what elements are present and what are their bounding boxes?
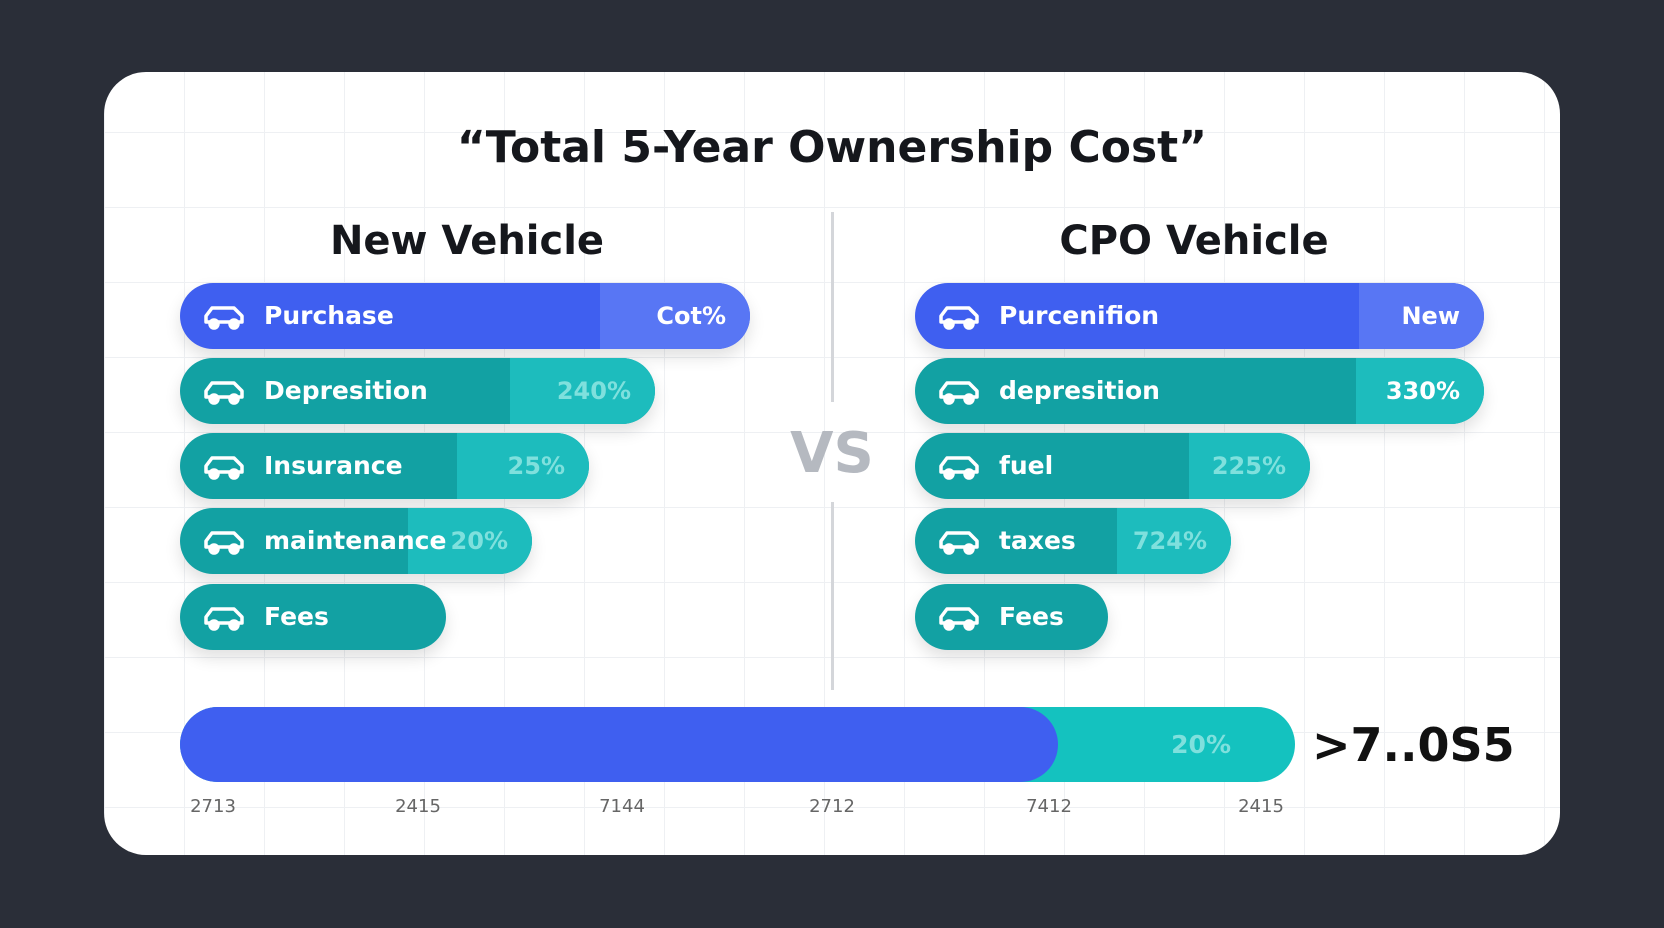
divider <box>831 502 834 690</box>
title: “Total 5-Year Ownership Cost” <box>456 122 1208 173</box>
icon <box>939 607 979 631</box>
bar-segment <box>510 358 655 424</box>
panel-heading: New Vehicle <box>329 218 605 264</box>
bar-segment <box>1117 508 1231 574</box>
cost-bar: Purchase Cot% <box>180 283 750 349</box>
total-bar-fill <box>180 707 1058 782</box>
icon <box>204 456 244 480</box>
bar-value: 25% <box>507 452 565 480</box>
total-bar: 20% <box>180 707 1295 782</box>
axis-label: 2713 <box>190 796 236 817</box>
cost-bar: Fees <box>915 584 1108 650</box>
icon <box>939 456 979 480</box>
bar-label: Insurance <box>264 451 403 480</box>
bar-label: Depresition <box>264 376 428 405</box>
bar-value: 225% <box>1211 452 1286 480</box>
bar-label: Fees <box>264 602 329 631</box>
bar-label: taxes <box>999 526 1076 555</box>
icon <box>204 607 244 631</box>
bar-segment <box>1189 433 1310 499</box>
total-result: >7..0S5 <box>1312 718 1515 772</box>
axis-label: 7412 <box>1026 796 1072 817</box>
cost-bar: Fees <box>180 584 446 650</box>
icon <box>204 306 244 330</box>
divider <box>831 212 834 402</box>
bar-segment <box>457 433 589 499</box>
cost-bar: Purcenifion New <box>915 283 1484 349</box>
bar-segment <box>600 283 750 349</box>
bar-value: 240% <box>556 377 631 405</box>
bar-value: 330% <box>1385 377 1460 405</box>
bar-value: 20% <box>450 527 508 555</box>
vs-label: VS <box>790 421 874 486</box>
cost-bar: fuel 225% <box>915 433 1310 499</box>
icon <box>204 531 244 555</box>
axis-label: 2712 <box>809 796 855 817</box>
icon <box>939 381 979 405</box>
bar-label: fuel <box>999 451 1054 480</box>
bar-value: Cot% <box>656 302 726 330</box>
icon <box>204 381 244 405</box>
axis-label: 2415 <box>1238 796 1284 817</box>
bar-label: Purchase <box>264 301 394 330</box>
bar-value: New <box>1401 302 1460 330</box>
cost-bar: maintenance 20% <box>180 508 532 574</box>
bar-segment <box>408 508 532 574</box>
bar-label: maintenance <box>264 526 447 555</box>
bar-segment <box>1359 283 1484 349</box>
cost-bar: depresition 330% <box>915 358 1484 424</box>
bar-label: Fees <box>999 602 1064 631</box>
axis-label: 7144 <box>599 796 645 817</box>
bar-segment <box>1356 358 1484 424</box>
bar-label: depresition <box>999 376 1160 405</box>
bar-label: Purcenifion <box>999 301 1160 330</box>
icon <box>939 531 979 555</box>
cost-bar: Insurance 25% <box>180 433 589 499</box>
axis-label: 2415 <box>395 796 441 817</box>
cost-bar: Depresition 240% <box>180 358 655 424</box>
total-value: 20% <box>1171 730 1231 759</box>
cost-bar: taxes 724% <box>915 508 1231 574</box>
icon <box>939 306 979 330</box>
panel-heading: CPO Vehicle <box>1059 218 1329 264</box>
bar-value: 724% <box>1132 527 1207 555</box>
